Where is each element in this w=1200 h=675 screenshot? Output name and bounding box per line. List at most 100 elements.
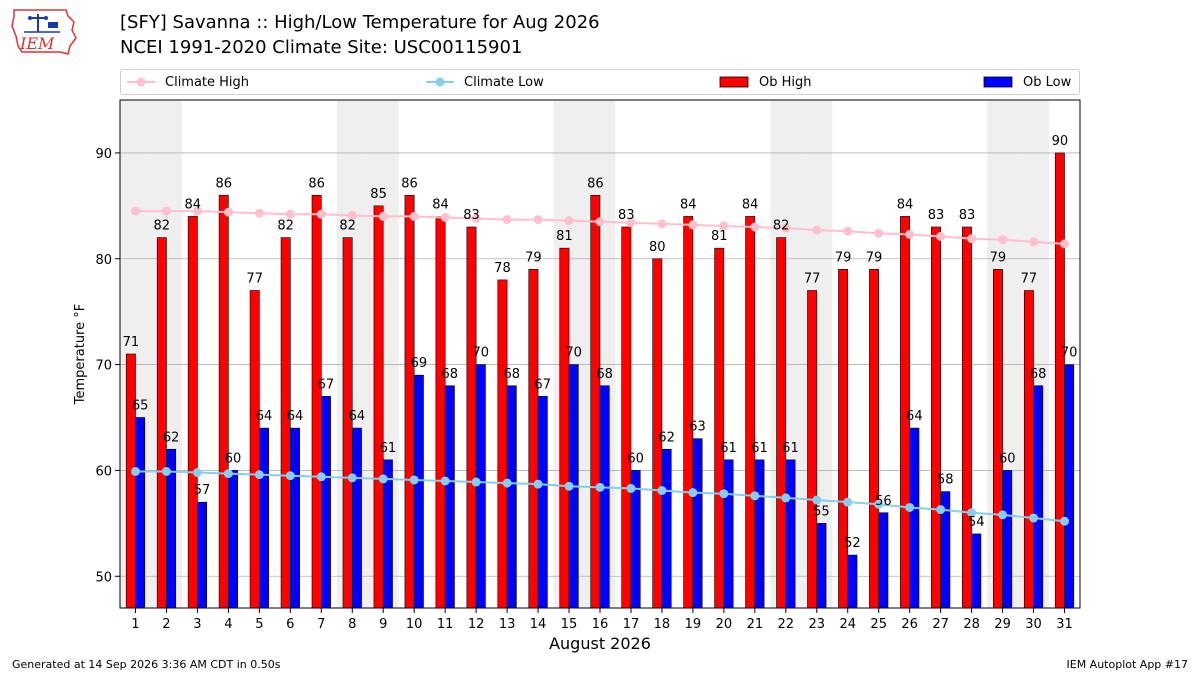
climate-low-point-day-2 (161, 466, 171, 476)
ob-high-label-day-19: 84 (680, 197, 697, 212)
x-tick-label-day-24: 24 (839, 617, 856, 632)
x-tick-label-day-8: 8 (348, 617, 356, 632)
ob-low-label-day-19: 63 (689, 420, 706, 435)
ob-high-label-day-23: 77 (804, 272, 821, 287)
ob-low-bar-day-4 (228, 470, 238, 609)
climate-low-point-day-16 (595, 482, 605, 492)
climate-high-point-day-25 (874, 228, 884, 238)
ob-low-label-day-21: 61 (751, 441, 768, 456)
ob-high-label-day-11: 84 (432, 197, 449, 212)
ob-low-label-day-1: 65 (132, 399, 149, 414)
climate-high-point-day-21 (750, 222, 760, 232)
y-tick-label-50: 50 (95, 570, 112, 585)
x-tick-label-day-25: 25 (870, 617, 887, 632)
ob-high-label-day-6: 82 (277, 219, 294, 234)
logo-text: IEM (19, 34, 55, 53)
climate-low-point-day-28 (967, 508, 977, 518)
climate-low-point-day-27 (936, 505, 946, 515)
ob-low-label-day-30: 68 (1030, 367, 1047, 382)
ob-high-bar-day-24 (838, 269, 849, 609)
x-tick-label-day-10: 10 (406, 617, 423, 632)
ob-high-label-day-14: 79 (525, 250, 542, 265)
ob-low-bar-swatch (983, 76, 1013, 88)
x-tick-label-day-7: 7 (317, 617, 325, 632)
climate-low-point-day-12 (471, 477, 481, 487)
ob-high-bar-day-4 (218, 194, 229, 609)
ob-low-label-day-24: 52 (844, 536, 861, 551)
ob-low-label-day-15: 70 (565, 346, 582, 361)
x-tick-label-day-6: 6 (286, 617, 294, 632)
legend-item-climate-high: Climate High (125, 70, 249, 94)
ob-low-bar-day-22 (785, 459, 796, 609)
climate-high-point-day-9 (378, 211, 388, 221)
x-tick-label-day-4: 4 (224, 617, 232, 632)
climate-low-point-day-3 (192, 468, 202, 478)
climate-low-point-day-1 (130, 466, 140, 476)
ob-high-label-day-18: 80 (649, 240, 666, 255)
ob-high-label-day-9: 85 (370, 187, 387, 202)
ob-low-label-day-25: 56 (875, 494, 892, 509)
climate-low-point-day-6 (285, 471, 295, 481)
ob-high-bar-day-19 (683, 216, 694, 609)
climate-high-point-day-15 (564, 216, 574, 226)
x-tick-label-day-2: 2 (162, 617, 170, 632)
climate-high-point-day-5 (254, 208, 264, 218)
ob-high-label-day-15: 81 (556, 229, 573, 244)
ob-high-label-day-5: 77 (246, 272, 263, 287)
ob-high-label-day-2: 82 (154, 219, 171, 234)
ob-high-label-day-28: 83 (959, 208, 976, 223)
ob-high-label-day-10: 86 (401, 176, 418, 191)
x-tick-label-day-12: 12 (468, 617, 485, 632)
ob-low-label-day-5: 64 (256, 409, 273, 424)
ob-high-bar-day-14 (528, 269, 539, 609)
climate-high-point-day-16 (595, 217, 605, 227)
y-tick-label-90: 90 (95, 147, 112, 162)
ob-low-label-day-6: 64 (287, 409, 304, 424)
climate-high-point-day-26 (905, 229, 915, 239)
ob-low-bar-day-6 (290, 427, 300, 609)
ob-low-bar-day-28 (971, 533, 982, 609)
legend-item-ob-high: Ob High (719, 70, 812, 94)
climate-high-point-day-6 (285, 209, 295, 219)
ob-high-bar-day-27 (931, 226, 941, 609)
ob-high-label-day-12: 83 (463, 208, 480, 223)
chart-subtitle: NCEI 1991-2020 Climate Site: USC00115901 (120, 37, 523, 58)
climate-high-point-day-3 (192, 206, 202, 216)
ob-high-label-day-27: 83 (928, 208, 945, 223)
x-tick-label-day-18: 18 (654, 617, 671, 632)
ob-high-bar-day-9 (373, 205, 384, 609)
ob-low-label-day-16: 68 (596, 367, 613, 382)
climate-low-point-day-20 (719, 489, 729, 499)
ob-low-bar-day-14 (537, 396, 548, 609)
ob-low-label-day-13: 68 (503, 367, 520, 382)
x-tick-label-day-19: 19 (685, 617, 702, 632)
x-tick-label-day-5: 5 (255, 617, 263, 632)
ob-high-label-day-21: 84 (742, 197, 759, 212)
app-credit: IEM Autoplot App #17 (1066, 658, 1189, 671)
ob-high-label-day-20: 81 (711, 229, 728, 244)
climate-low-point-day-29 (998, 510, 1008, 520)
ob-high-bar-day-5 (249, 290, 260, 609)
ob-low-label-day-11: 68 (442, 367, 459, 382)
ob-low-bar-day-11 (444, 385, 455, 609)
ob-low-label-day-22: 61 (782, 441, 799, 456)
legend-label-ob-low: Ob Low (1023, 74, 1072, 90)
ob-low-label-day-29: 60 (999, 451, 1016, 466)
ob-high-bar-day-15 (559, 247, 570, 609)
climate-low-point-day-21 (750, 491, 760, 501)
iem-logo: IEM (11, 9, 77, 55)
ob-high-bar-day-20 (714, 247, 725, 609)
x-tick-label-day-26: 26 (901, 617, 918, 632)
climate-low-point-day-23 (812, 495, 822, 505)
climate-high-point-day-20 (719, 221, 729, 231)
ob-low-bar-day-10 (413, 374, 424, 609)
ob-high-bar-day-1 (125, 353, 136, 609)
ob-high-bar-day-12 (466, 226, 477, 609)
climate-low-point-day-7 (316, 472, 326, 482)
ob-high-label-day-31: 90 (1052, 134, 1069, 149)
ob-low-bar-day-21 (754, 459, 765, 609)
ob-high-bar-day-28 (962, 226, 972, 609)
climate-high-point-day-8 (347, 210, 357, 220)
climate-high-point-day-19 (688, 220, 698, 230)
